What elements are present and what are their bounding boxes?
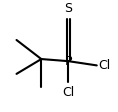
Text: P: P	[65, 55, 72, 68]
Text: Cl: Cl	[98, 59, 110, 72]
Text: Cl: Cl	[62, 86, 75, 99]
Text: S: S	[64, 2, 72, 15]
